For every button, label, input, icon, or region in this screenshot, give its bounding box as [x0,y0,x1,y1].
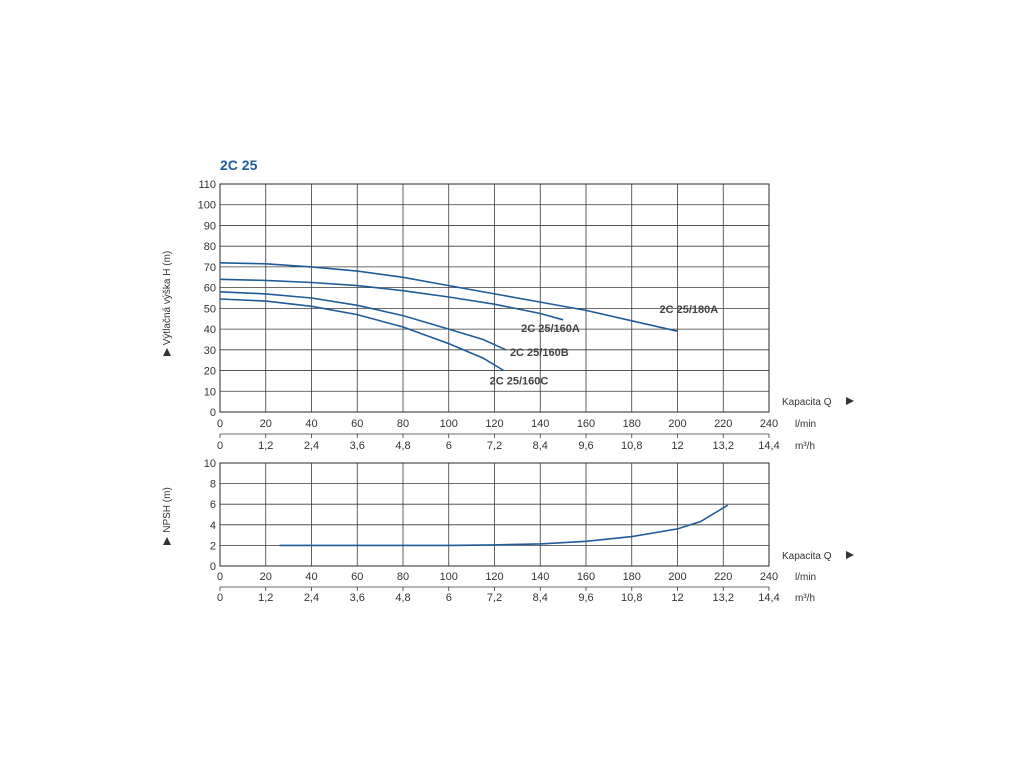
plot-frame [219,183,770,413]
x-tick-label-secondary: 4,8 [395,440,410,452]
x-tick-label-primary: 220 [714,418,732,430]
x-tick-label-secondary: 14,4 [758,592,779,604]
y-tick-label: 70 [204,262,216,274]
x-tick-label-primary: 0 [217,418,223,430]
x-tick-label-secondary: 8,4 [533,440,548,452]
x-tick-label-secondary: 6 [446,440,452,452]
series-line [219,298,505,372]
x-tick-label-secondary: 8,4 [533,592,548,604]
x-tick-label-primary: 200 [668,418,686,430]
y-tick-label: 100 [198,200,216,212]
series-label: 2C 25/160B [510,347,569,359]
x-tick-label-secondary: 14,4 [758,440,779,452]
x-tick-label-secondary: 4,8 [395,592,410,604]
x-unit-secondary: m³/h [795,593,815,604]
x-unit-primary: l/min [795,419,816,430]
x-tick-label-primary: 0 [217,571,223,583]
y-tick-label: 80 [204,241,216,253]
x-tick-label-primary: 180 [623,571,641,583]
x-tick-label-secondary: 1,2 [258,592,273,604]
y-tick-label: 0 [210,407,216,419]
y-tick-label: 40 [204,324,216,336]
x-axis-label: Kapacita Q [782,397,832,408]
y-axis-arrow-icon [163,348,171,356]
series-line [219,262,678,332]
x-tick-label-secondary: 9,6 [578,440,593,452]
x-tick-label-secondary: 7,2 [487,592,502,604]
x-tick-label-primary: 120 [485,418,503,430]
x-tick-label-primary: 80 [397,571,409,583]
x-tick-label-secondary: 0 [217,592,223,604]
x-axis-arrow-icon [846,397,854,405]
plot-frame [219,462,770,567]
y-axis-label: NPSH (m) [162,487,173,533]
y-tick-label: 60 [204,283,216,295]
x-tick-label-secondary: 10,8 [621,592,642,604]
y-tick-label: 6 [210,499,216,511]
y-tick-label: 8 [210,479,216,491]
x-tick-label-primary: 160 [577,571,595,583]
x-tick-label-secondary: 12 [671,592,683,604]
x-tick-label-primary: 40 [305,571,317,583]
x-unit-secondary: m³/h [795,441,815,452]
series-label: 2C 25/160C [490,376,549,388]
y-tick-label: 4 [210,520,216,532]
x-tick-label-primary: 60 [351,418,363,430]
y-tick-label: 50 [204,303,216,315]
x-tick-label-primary: 80 [397,418,409,430]
x-tick-label-primary: 100 [440,418,458,430]
x-tick-label-secondary: 2,4 [304,592,319,604]
x-tick-label-secondary: 13,2 [713,592,734,604]
y-tick-label: 10 [204,458,216,470]
y-tick-label: 2 [210,540,216,552]
x-tick-label-secondary: 1,2 [258,440,273,452]
x-tick-label-primary: 140 [531,418,549,430]
y-axis-arrow-icon [163,537,171,545]
x-tick-label-primary: 160 [577,418,595,430]
x-tick-label-primary: 20 [260,571,272,583]
y-tick-label: 20 [204,366,216,378]
x-tick-label-primary: 240 [760,418,778,430]
x-tick-label-primary: 180 [623,418,641,430]
x-tick-label-primary: 120 [485,571,503,583]
series-label: 2C 25/180A [660,304,719,316]
x-tick-label-primary: 140 [531,571,549,583]
x-tick-label-secondary: 0 [217,440,223,452]
x-tick-label-primary: 20 [260,418,272,430]
x-tick-label-primary: 240 [760,571,778,583]
x-tick-label-secondary: 6 [446,592,452,604]
x-tick-label-secondary: 12 [671,440,683,452]
x-axis-arrow-icon [846,551,854,559]
y-tick-label: 30 [204,345,216,357]
y-tick-label: 0 [210,561,216,573]
series-line [279,504,729,547]
x-tick-label-primary: 100 [440,571,458,583]
y-tick-label: 90 [204,220,216,232]
x-tick-label-primary: 200 [668,571,686,583]
x-axis-label: Kapacita Q [782,551,832,562]
x-tick-label-primary: 220 [714,571,732,583]
y-tick-label: 10 [204,386,216,398]
series-line [219,291,507,351]
x-tick-label-secondary: 3,6 [350,592,365,604]
y-tick-label: 110 [198,179,216,191]
x-tick-label-primary: 40 [305,418,317,430]
chart-title: 2C 25 [220,157,258,173]
y-axis-label: Výtlačná výška H (m) [162,251,173,345]
x-unit-primary: l/min [795,572,816,583]
x-tick-label-secondary: 10,8 [621,440,642,452]
series-label: 2C 25/160A [521,323,580,335]
x-tick-label-primary: 60 [351,571,363,583]
series-line [219,278,564,321]
x-tick-label-secondary: 9,6 [578,592,593,604]
x-tick-label-secondary: 2,4 [304,440,319,452]
x-tick-label-secondary: 13,2 [713,440,734,452]
x-tick-label-secondary: 3,6 [350,440,365,452]
x-tick-label-secondary: 7,2 [487,440,502,452]
